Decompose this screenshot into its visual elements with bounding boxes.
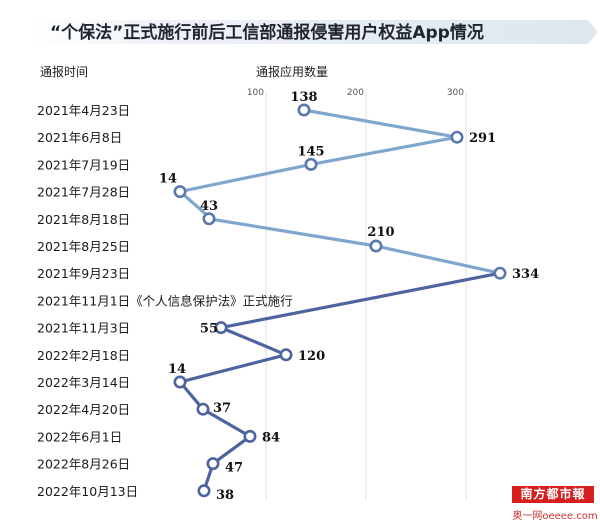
series-segment xyxy=(201,407,252,438)
x-tick-label: 300 xyxy=(447,88,464,98)
data-point xyxy=(369,239,383,253)
newspaper-logo: 南方都市報 奥一网oeeee.com xyxy=(510,486,600,526)
y-axis-header: 通报时间 xyxy=(40,64,88,79)
x-tick-label: 100 xyxy=(247,88,264,98)
data-label: 291 xyxy=(469,131,496,146)
category-label: 2021年9月23日 xyxy=(37,266,130,281)
category-label: 2021年7月28日 xyxy=(37,185,130,200)
data-point xyxy=(202,212,216,226)
series-segment xyxy=(219,271,502,330)
series-segment xyxy=(219,326,288,357)
data-label: 334 xyxy=(512,267,539,282)
logo-sub: 奥一网oeeee.com xyxy=(512,511,598,522)
data-point xyxy=(279,348,293,362)
data-point xyxy=(450,130,464,144)
title-band xyxy=(30,20,598,44)
series-segment xyxy=(374,244,502,275)
data-labels: 138 291 145 14 43 210 334 55 120 14 37 84 47 38 xyxy=(159,90,539,503)
x-tick-label: 200 xyxy=(347,88,364,98)
data-label: 14 xyxy=(168,362,186,377)
data-label: 84 xyxy=(262,430,280,445)
data-label: 43 xyxy=(200,199,218,214)
category-label: 2021年8月25日 xyxy=(37,239,130,254)
category-label: 2022年8月26日 xyxy=(37,457,130,472)
data-point xyxy=(197,484,211,498)
data-label: 145 xyxy=(297,144,324,159)
data-point xyxy=(214,321,228,335)
data-point xyxy=(173,375,187,389)
data-label: 55 xyxy=(200,322,218,337)
category-label: 2021年11月3日 xyxy=(37,321,130,336)
data-label: 47 xyxy=(225,461,243,476)
data-point xyxy=(206,457,220,471)
data-point xyxy=(173,185,187,199)
category-label: 2022年2月18日 xyxy=(37,348,130,363)
data-label: 138 xyxy=(290,90,317,105)
series-segment xyxy=(178,353,288,384)
category-label: 2022年3月14日 xyxy=(37,375,130,390)
data-label: 37 xyxy=(213,401,231,416)
series-segment xyxy=(178,162,313,194)
category-label: 2021年6月8日 xyxy=(37,130,122,145)
category-label: 2021年4月23日 xyxy=(37,103,130,118)
data-point xyxy=(304,157,318,171)
category-label: 2021年8月18日 xyxy=(37,212,130,227)
data-label: 38 xyxy=(216,488,234,503)
title-bar: “个保法”正式施行前后工信部通报侵害用户权益App情况 xyxy=(0,0,600,44)
milestone-label: 2021年11月1日《个人信息保护法》正式施行 xyxy=(37,293,293,308)
series-segment xyxy=(211,434,252,466)
category-label: 2022年10月13日 xyxy=(37,484,138,499)
data-label: 120 xyxy=(298,349,325,364)
data-point xyxy=(243,429,257,443)
series-segment xyxy=(302,108,459,139)
data-point xyxy=(297,103,311,117)
series-segment xyxy=(207,217,378,248)
category-label: 2022年4月20日 xyxy=(37,402,130,417)
category-label: 2021年7月19日 xyxy=(37,157,130,172)
category-label: 2022年6月1日 xyxy=(37,429,122,444)
data-point xyxy=(493,266,507,280)
logo-main: 南方都市報 xyxy=(512,486,594,503)
series-segment xyxy=(309,135,459,166)
data-label: 14 xyxy=(159,172,177,187)
x-axis-header: 通报应用数量 xyxy=(256,64,328,79)
data-label: 210 xyxy=(367,225,394,240)
chart-title: “个保法”正式施行前后工信部通报侵害用户权益App情况 xyxy=(50,23,484,43)
data-point xyxy=(196,402,210,416)
data-points xyxy=(173,103,507,498)
gridlines xyxy=(265,92,467,500)
axis-labels: 100 200 300 通报时间 通报应用数量 2021年4月23日 2021年6月8日 20… xyxy=(37,64,464,499)
